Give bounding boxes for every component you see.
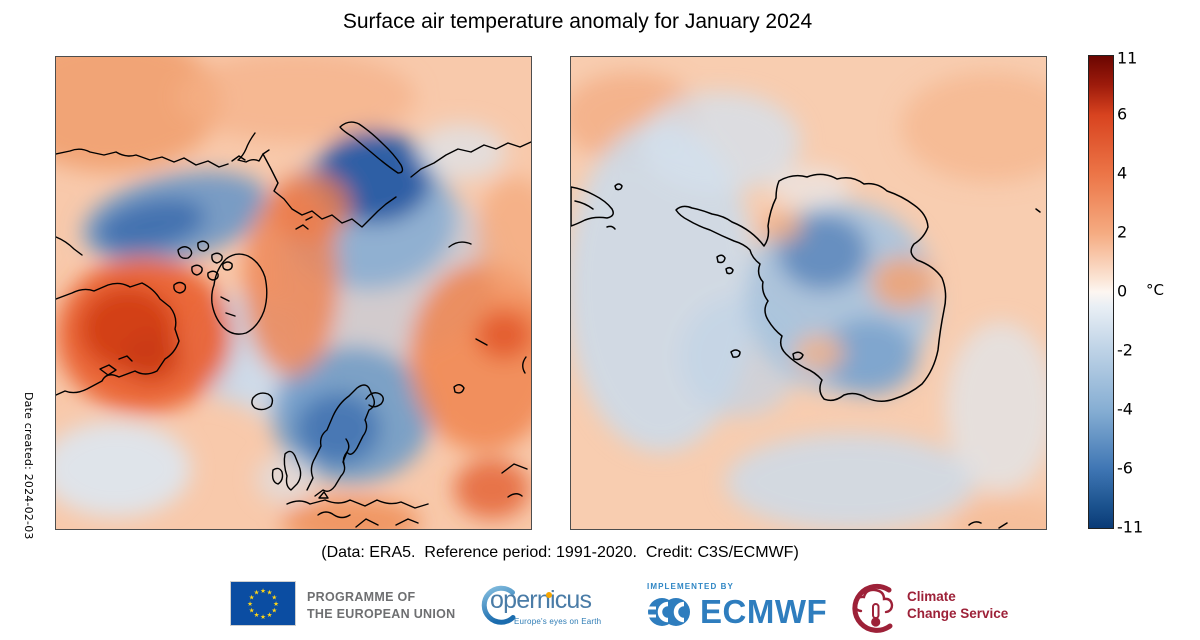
figure-title: Surface air temperature anomaly for Janu…: [342, 10, 813, 33]
c3s-icon: [852, 583, 894, 633]
colorbar-tick: 4: [1117, 163, 1128, 183]
climate-change-service-logo: Climate Change Service: [845, 580, 1015, 638]
svg-text:★: ★: [260, 587, 266, 595]
implemented-by-label: IMPLEMENTED BY: [647, 582, 734, 591]
colorbar-tick: 2: [1117, 222, 1128, 242]
ecmwf-wordmark: ECMWF: [700, 593, 828, 630]
copernicus-wordmark: opernicus: [490, 586, 592, 614]
eu-programme-line2: THE EUROPEAN UNION: [307, 607, 456, 621]
arctic-coastlines: [56, 121, 531, 528]
svg-text:★: ★: [254, 611, 260, 619]
antarctic-coastlines: [571, 173, 1041, 529]
svg-text:★: ★: [247, 600, 253, 608]
ecmwf-logo: IMPLEMENTED BY ECMWF: [647, 582, 837, 634]
svg-text:★: ★: [260, 613, 266, 621]
svg-text:★: ★: [254, 589, 260, 597]
copernicus-logo: opernicus Europe's eyes on Earth: [477, 583, 607, 631]
c3s-line2: Change Service: [907, 606, 1009, 621]
svg-text:★: ★: [267, 589, 273, 597]
ecmwf-logo-row: ECMWF: [647, 594, 827, 630]
figure-caption: (Data: ERA5. Reference period: 1991-2020…: [321, 544, 799, 561]
date-created-note: Date created: 2024-02-03: [22, 392, 35, 540]
colorbar-tick: 0: [1117, 281, 1128, 301]
eu-flag-logo: ★ ★ ★ ★ ★ ★ ★ ★ ★ ★ ★ ★: [230, 581, 296, 626]
svg-text:★: ★: [249, 593, 255, 601]
copernicus-satellite-dot-icon: [546, 592, 552, 598]
colorbar-tick: -4: [1117, 399, 1133, 419]
svg-text:★: ★: [249, 606, 255, 614]
eu-programme-text: PROGRAMME OF THE EUROPEAN UNION: [307, 589, 455, 623]
arctic-map-panel: [55, 56, 532, 530]
eu-programme-line1: PROGRAMME OF: [307, 590, 416, 604]
colorbar-tick: -6: [1117, 458, 1133, 478]
c3s-line1: Climate: [907, 589, 956, 604]
svg-text:★: ★: [273, 600, 279, 608]
colorbar-tick: 6: [1117, 104, 1128, 124]
arctic-anomaly-map: [56, 57, 531, 529]
colorbar: [1088, 55, 1114, 529]
antarctic-anomaly-blobs: [571, 72, 1046, 529]
antarctic-map-panel: [570, 56, 1047, 530]
colorbar-tick: -2: [1117, 340, 1133, 360]
colorbar-tick: 11: [1117, 48, 1138, 68]
colorbar-ticks: 11 6 4 2 0 -2 -4 -6 -11: [1117, 49, 1163, 537]
arctic-anomaly-blobs: [56, 57, 531, 529]
copernicus-tagline: Europe's eyes on Earth: [514, 617, 602, 626]
svg-text:★: ★: [271, 606, 277, 614]
ecmwf-mark-icon: [647, 598, 690, 626]
svg-text:★: ★: [267, 611, 273, 619]
colorbar-tick: -11: [1117, 517, 1144, 537]
c3s-text: Climate Change Service: [907, 588, 1008, 622]
svg-text:★: ★: [271, 593, 277, 601]
colorbar-unit-label: °C: [1146, 281, 1164, 299]
eu-flag-icon: ★★ ★★ ★★ ★★ ★ ★ ★★: [231, 582, 295, 625]
antarctic-anomaly-map: [571, 57, 1046, 529]
copernicus-swoosh-icon: [481, 585, 516, 625]
